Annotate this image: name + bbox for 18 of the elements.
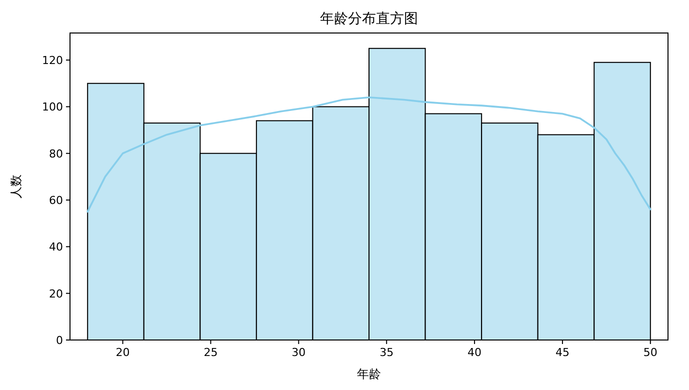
x-tick-label: 50 — [643, 346, 658, 359]
x-tick-label: 35 — [380, 346, 394, 359]
x-axis-title: 年龄 — [357, 367, 381, 381]
x-tick-label: 20 — [116, 346, 130, 359]
y-tick-label: 120 — [42, 54, 63, 68]
y-axis-title: 人数 — [9, 174, 23, 198]
x-tick-label: 30 — [292, 346, 306, 359]
x-tick-label: 45 — [555, 346, 570, 359]
line-series — [86, 96, 652, 213]
y-tick-label: 0 — [56, 334, 63, 347]
y-tick-label: 100 — [42, 100, 63, 114]
chart-title: 年龄分布直方图 — [320, 11, 418, 27]
y-tick-label: 20 — [49, 287, 63, 300]
x-tick-label: 40 — [468, 346, 482, 359]
y-tick-label: 40 — [49, 240, 63, 254]
y-tick-label: 80 — [49, 147, 63, 160]
x-tick-label: 25 — [204, 346, 218, 359]
y-tick-label: 60 — [49, 194, 63, 208]
